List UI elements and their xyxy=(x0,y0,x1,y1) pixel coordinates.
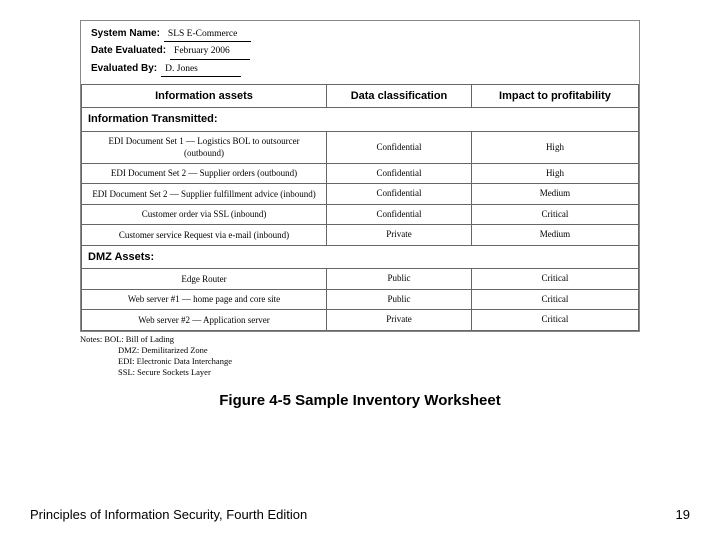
table-row: EDI Document Set 1 — Logistics BOL to ou… xyxy=(82,131,639,163)
notes-line: SSL: Secure Sockets Layer xyxy=(80,367,640,378)
table-row: EDI Document Set 2 — Supplier fulfillmen… xyxy=(82,184,639,205)
table-row: Customer order via SSL (inbound)Confiden… xyxy=(82,204,639,225)
cls-cell: Private xyxy=(327,225,472,246)
evaluated-by-label: Evaluated By: xyxy=(91,61,157,76)
cls-cell: Confidential xyxy=(327,204,472,225)
page-footer: Principles of Information Security, Four… xyxy=(30,507,690,522)
notes-line: EDI: Electronic Data Interchange xyxy=(80,356,640,367)
impact-cell: Medium xyxy=(471,225,638,246)
cls-cell: Public xyxy=(327,289,472,310)
notes-block: Notes: BOL: Bill of Lading DMZ: Demilita… xyxy=(80,334,640,378)
column-header-row: Information assets Data classification I… xyxy=(82,84,639,108)
asset-cell: Web server #1 — home page and core site xyxy=(82,289,327,310)
impact-cell: Critical xyxy=(471,289,638,310)
worksheet-header: System Name: SLS E-Commerce Date Evaluat… xyxy=(81,21,639,84)
cls-cell: Confidential xyxy=(327,184,472,205)
worksheet-frame: System Name: SLS E-Commerce Date Evaluat… xyxy=(80,20,640,332)
col-assets: Information assets xyxy=(82,84,327,108)
evaluated-by-value: D. Jones xyxy=(161,62,241,77)
asset-cell: EDI Document Set 2 — Supplier fulfillmen… xyxy=(82,184,327,205)
inventory-table: Information assets Data classification I… xyxy=(81,84,639,331)
cls-cell: Public xyxy=(327,269,472,290)
col-impact: Impact to profitability xyxy=(471,84,638,108)
asset-cell: EDI Document Set 2 — Supplier orders (ou… xyxy=(82,163,327,184)
impact-cell: High xyxy=(471,163,638,184)
notes-lead: Notes: BOL: Bill of Lading xyxy=(80,334,640,345)
cls-cell: Private xyxy=(327,310,472,331)
asset-cell: EDI Document Set 1 — Logistics BOL to ou… xyxy=(82,131,327,163)
impact-cell: Critical xyxy=(471,310,638,331)
table-row: EDI Document Set 2 — Supplier orders (ou… xyxy=(82,163,639,184)
impact-cell: High xyxy=(471,131,638,163)
section-dmz: DMZ Assets: xyxy=(82,245,639,269)
table-row: Customer service Request via e-mail (inb… xyxy=(82,225,639,246)
table-row: Edge RouterPublicCritical xyxy=(82,269,639,290)
section-transmitted-title: Information Transmitted: xyxy=(82,108,639,132)
asset-cell: Web server #2 — Application server xyxy=(82,310,327,331)
system-name-value: SLS E-Commerce xyxy=(164,27,251,42)
impact-cell: Critical xyxy=(471,204,638,225)
table-row: Web server #2 — Application serverPrivat… xyxy=(82,310,639,331)
cls-cell: Confidential xyxy=(327,163,472,184)
section-transmitted: Information Transmitted: xyxy=(82,108,639,132)
cls-cell: Confidential xyxy=(327,131,472,163)
date-evaluated-label: Date Evaluated: xyxy=(91,43,166,58)
asset-cell: Customer service Request via e-mail (inb… xyxy=(82,225,327,246)
col-classification: Data classification xyxy=(327,84,472,108)
footer-page-number: 19 xyxy=(676,507,690,522)
section-dmz-title: DMZ Assets: xyxy=(82,245,639,269)
date-evaluated-value: February 2006 xyxy=(170,44,250,59)
system-name-label: System Name: xyxy=(91,26,160,41)
impact-cell: Medium xyxy=(471,184,638,205)
footer-book-title: Principles of Information Security, Four… xyxy=(30,507,307,522)
notes-line: DMZ: Demilitarized Zone xyxy=(80,345,640,356)
asset-cell: Customer order via SSL (inbound) xyxy=(82,204,327,225)
table-row: Web server #1 — home page and core siteP… xyxy=(82,289,639,310)
impact-cell: Critical xyxy=(471,269,638,290)
figure-caption: Figure 4-5 Sample Inventory Worksheet xyxy=(30,392,690,409)
asset-cell: Edge Router xyxy=(82,269,327,290)
